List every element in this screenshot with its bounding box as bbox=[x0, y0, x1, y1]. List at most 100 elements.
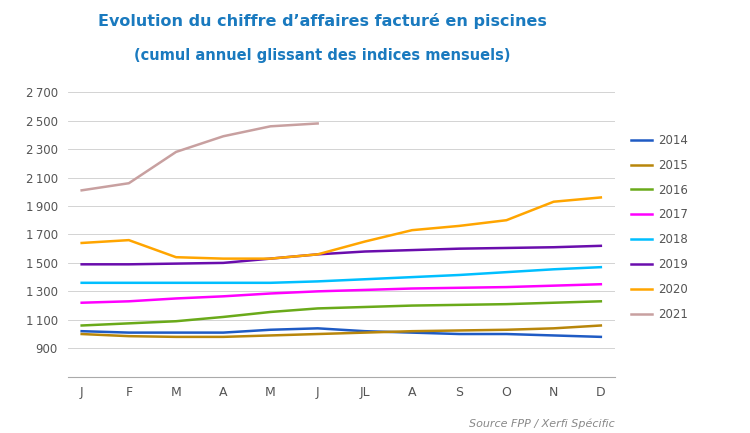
2014 bbox=[596, 334, 605, 339]
2014 bbox=[124, 330, 134, 335]
2020 bbox=[77, 240, 86, 246]
2020 bbox=[124, 238, 134, 243]
2015 bbox=[407, 329, 416, 334]
2015 bbox=[172, 334, 181, 339]
2015 bbox=[596, 323, 605, 328]
2021 bbox=[172, 149, 181, 155]
2014 bbox=[77, 329, 86, 334]
2019 bbox=[360, 249, 369, 254]
2014 bbox=[502, 331, 511, 336]
2016 bbox=[596, 299, 605, 304]
2021 bbox=[266, 124, 275, 129]
Line: 2015: 2015 bbox=[82, 326, 601, 337]
2017 bbox=[360, 288, 369, 293]
2015 bbox=[77, 331, 86, 336]
2014 bbox=[219, 330, 228, 335]
2020 bbox=[549, 199, 558, 204]
2019 bbox=[172, 261, 181, 266]
2015 bbox=[549, 326, 558, 331]
2017 bbox=[502, 284, 511, 290]
2019 bbox=[77, 262, 86, 267]
2019 bbox=[314, 252, 322, 257]
2016 bbox=[219, 314, 228, 320]
2014 bbox=[266, 327, 275, 333]
2014 bbox=[360, 329, 369, 334]
2017 bbox=[77, 300, 86, 305]
Line: 2021: 2021 bbox=[82, 123, 318, 191]
2018 bbox=[124, 280, 134, 285]
2019 bbox=[266, 256, 275, 261]
2020 bbox=[219, 256, 228, 261]
2020 bbox=[266, 256, 275, 261]
2019 bbox=[454, 246, 464, 251]
2015 bbox=[124, 333, 134, 339]
2017 bbox=[172, 296, 181, 301]
2016 bbox=[266, 309, 275, 314]
Line: 2019: 2019 bbox=[82, 246, 601, 264]
2017 bbox=[314, 289, 322, 294]
2015 bbox=[502, 327, 511, 333]
2020 bbox=[454, 223, 464, 229]
2016 bbox=[407, 303, 416, 308]
2015 bbox=[314, 331, 322, 336]
2020 bbox=[360, 239, 369, 244]
2016 bbox=[77, 323, 86, 328]
Legend: 2014, 2015, 2016, 2017, 2018, 2019, 2020, 2021: 2014, 2015, 2016, 2017, 2018, 2019, 2020… bbox=[626, 129, 693, 325]
2018 bbox=[219, 280, 228, 285]
2014 bbox=[314, 326, 322, 331]
Line: 2016: 2016 bbox=[82, 301, 601, 326]
2018 bbox=[77, 280, 86, 285]
Line: 2014: 2014 bbox=[82, 328, 601, 337]
2018 bbox=[502, 269, 511, 275]
2018 bbox=[454, 272, 464, 278]
2018 bbox=[407, 275, 416, 280]
2021 bbox=[314, 121, 322, 126]
2017 bbox=[219, 294, 228, 299]
2019 bbox=[124, 262, 134, 267]
2021 bbox=[219, 134, 228, 139]
2017 bbox=[407, 286, 416, 291]
2018 bbox=[266, 280, 275, 285]
2017 bbox=[596, 281, 605, 287]
2021 bbox=[77, 188, 86, 193]
Text: Evolution du chiffre d’affaires facturé en piscines: Evolution du chiffre d’affaires facturé … bbox=[98, 13, 547, 29]
2018 bbox=[360, 277, 369, 282]
2014 bbox=[454, 331, 464, 336]
2015 bbox=[360, 330, 369, 335]
2017 bbox=[549, 283, 558, 288]
2020 bbox=[502, 218, 511, 223]
2016 bbox=[549, 300, 558, 305]
2016 bbox=[360, 304, 369, 310]
2017 bbox=[454, 285, 464, 291]
2020 bbox=[172, 255, 181, 260]
Line: 2020: 2020 bbox=[82, 197, 601, 259]
Text: Source FPP / Xerfi Spécific: Source FPP / Xerfi Spécific bbox=[470, 419, 615, 429]
2014 bbox=[172, 330, 181, 335]
2016 bbox=[314, 306, 322, 311]
2016 bbox=[454, 302, 464, 307]
2016 bbox=[502, 301, 511, 307]
2016 bbox=[124, 321, 134, 326]
2017 bbox=[124, 299, 134, 304]
2020 bbox=[407, 228, 416, 233]
2015 bbox=[266, 333, 275, 338]
2019 bbox=[407, 248, 416, 253]
2018 bbox=[596, 265, 605, 270]
2014 bbox=[407, 330, 416, 335]
2019 bbox=[502, 246, 511, 251]
2016 bbox=[172, 319, 181, 324]
2018 bbox=[549, 267, 558, 272]
2015 bbox=[454, 328, 464, 333]
2018 bbox=[172, 280, 181, 285]
2020 bbox=[314, 252, 322, 257]
2019 bbox=[596, 243, 605, 249]
Line: 2017: 2017 bbox=[82, 284, 601, 303]
2019 bbox=[219, 260, 228, 265]
2017 bbox=[266, 291, 275, 296]
2020 bbox=[596, 195, 605, 200]
2014 bbox=[549, 333, 558, 338]
2019 bbox=[549, 245, 558, 250]
2015 bbox=[219, 334, 228, 339]
2018 bbox=[314, 279, 322, 284]
Text: (cumul annuel glissant des indices mensuels): (cumul annuel glissant des indices mensu… bbox=[134, 48, 511, 63]
